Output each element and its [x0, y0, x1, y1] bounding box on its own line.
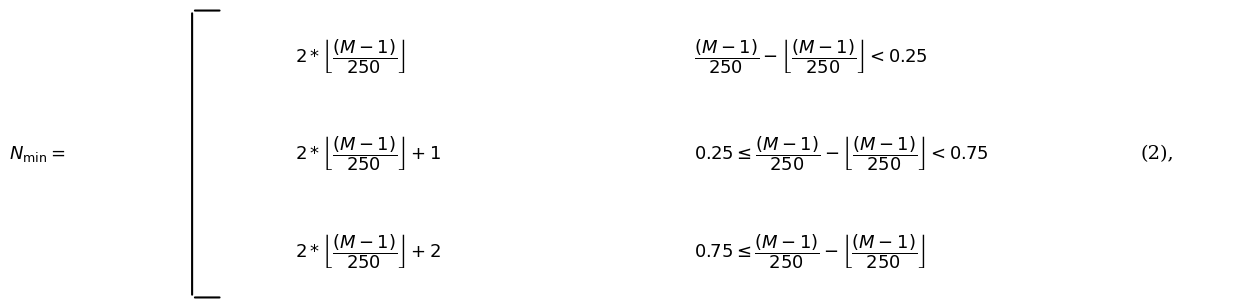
Text: $2*\left\lfloor\dfrac{(M-1)}{250}\right\rfloor$: $2*\left\lfloor\dfrac{(M-1)}{250}\right\…	[295, 37, 405, 76]
Text: (2),: (2),	[1141, 145, 1175, 163]
Text: $N_{\mathrm{min}} = $: $N_{\mathrm{min}} = $	[9, 144, 66, 164]
Text: $\dfrac{(M-1)}{250}-\left\lfloor\dfrac{(M-1)}{250}\right\rfloor < 0.25$: $\dfrac{(M-1)}{250}-\left\lfloor\dfrac{(…	[694, 37, 928, 76]
Text: $0.25\leq\dfrac{(M-1)}{250}-\left\lfloor\dfrac{(M-1)}{250}\right\rfloor < 0.75$: $0.25\leq\dfrac{(M-1)}{250}-\left\lfloor…	[694, 135, 989, 173]
Text: $2*\left\lfloor\dfrac{(M-1)}{250}\right\rfloor+1$: $2*\left\lfloor\dfrac{(M-1)}{250}\right\…	[295, 135, 441, 173]
Text: $0.75\leq\dfrac{(M-1)}{250}-\left\lfloor\dfrac{(M-1)}{250}\right\rfloor$: $0.75\leq\dfrac{(M-1)}{250}-\left\lfloor…	[694, 232, 926, 271]
Text: $2*\left\lfloor\dfrac{(M-1)}{250}\right\rfloor+2$: $2*\left\lfloor\dfrac{(M-1)}{250}\right\…	[295, 232, 441, 271]
